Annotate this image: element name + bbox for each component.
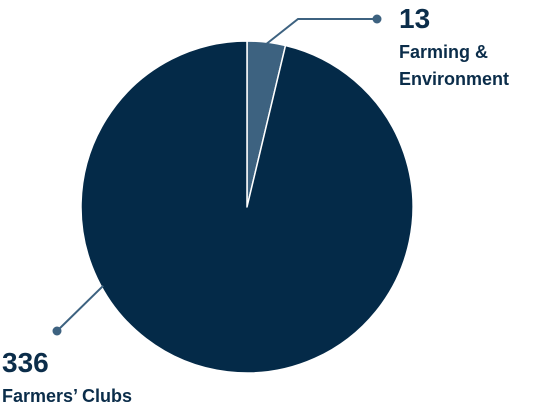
farmers-clubs-leader-dot xyxy=(52,326,62,336)
leader-lines xyxy=(52,14,382,336)
slice-value-label-farming-environment: 13 xyxy=(399,3,430,34)
slice-value-label-farmers-clubs: 336 xyxy=(2,347,49,378)
farming-environment-leader-line xyxy=(265,18,377,45)
farmers-clubs-leader-line xyxy=(56,285,104,332)
pie-slice-farmers-clubs xyxy=(80,40,414,374)
slice-category-label-farming-environment-line2: Environment xyxy=(399,69,509,89)
slice-category-label-farming-environment-line1: Farming & xyxy=(399,42,488,62)
pie-slices xyxy=(80,40,414,374)
farming-environment-leader-dot xyxy=(372,14,382,24)
slice-category-label-farmers-clubs: Farmers’ Clubs xyxy=(2,386,132,406)
